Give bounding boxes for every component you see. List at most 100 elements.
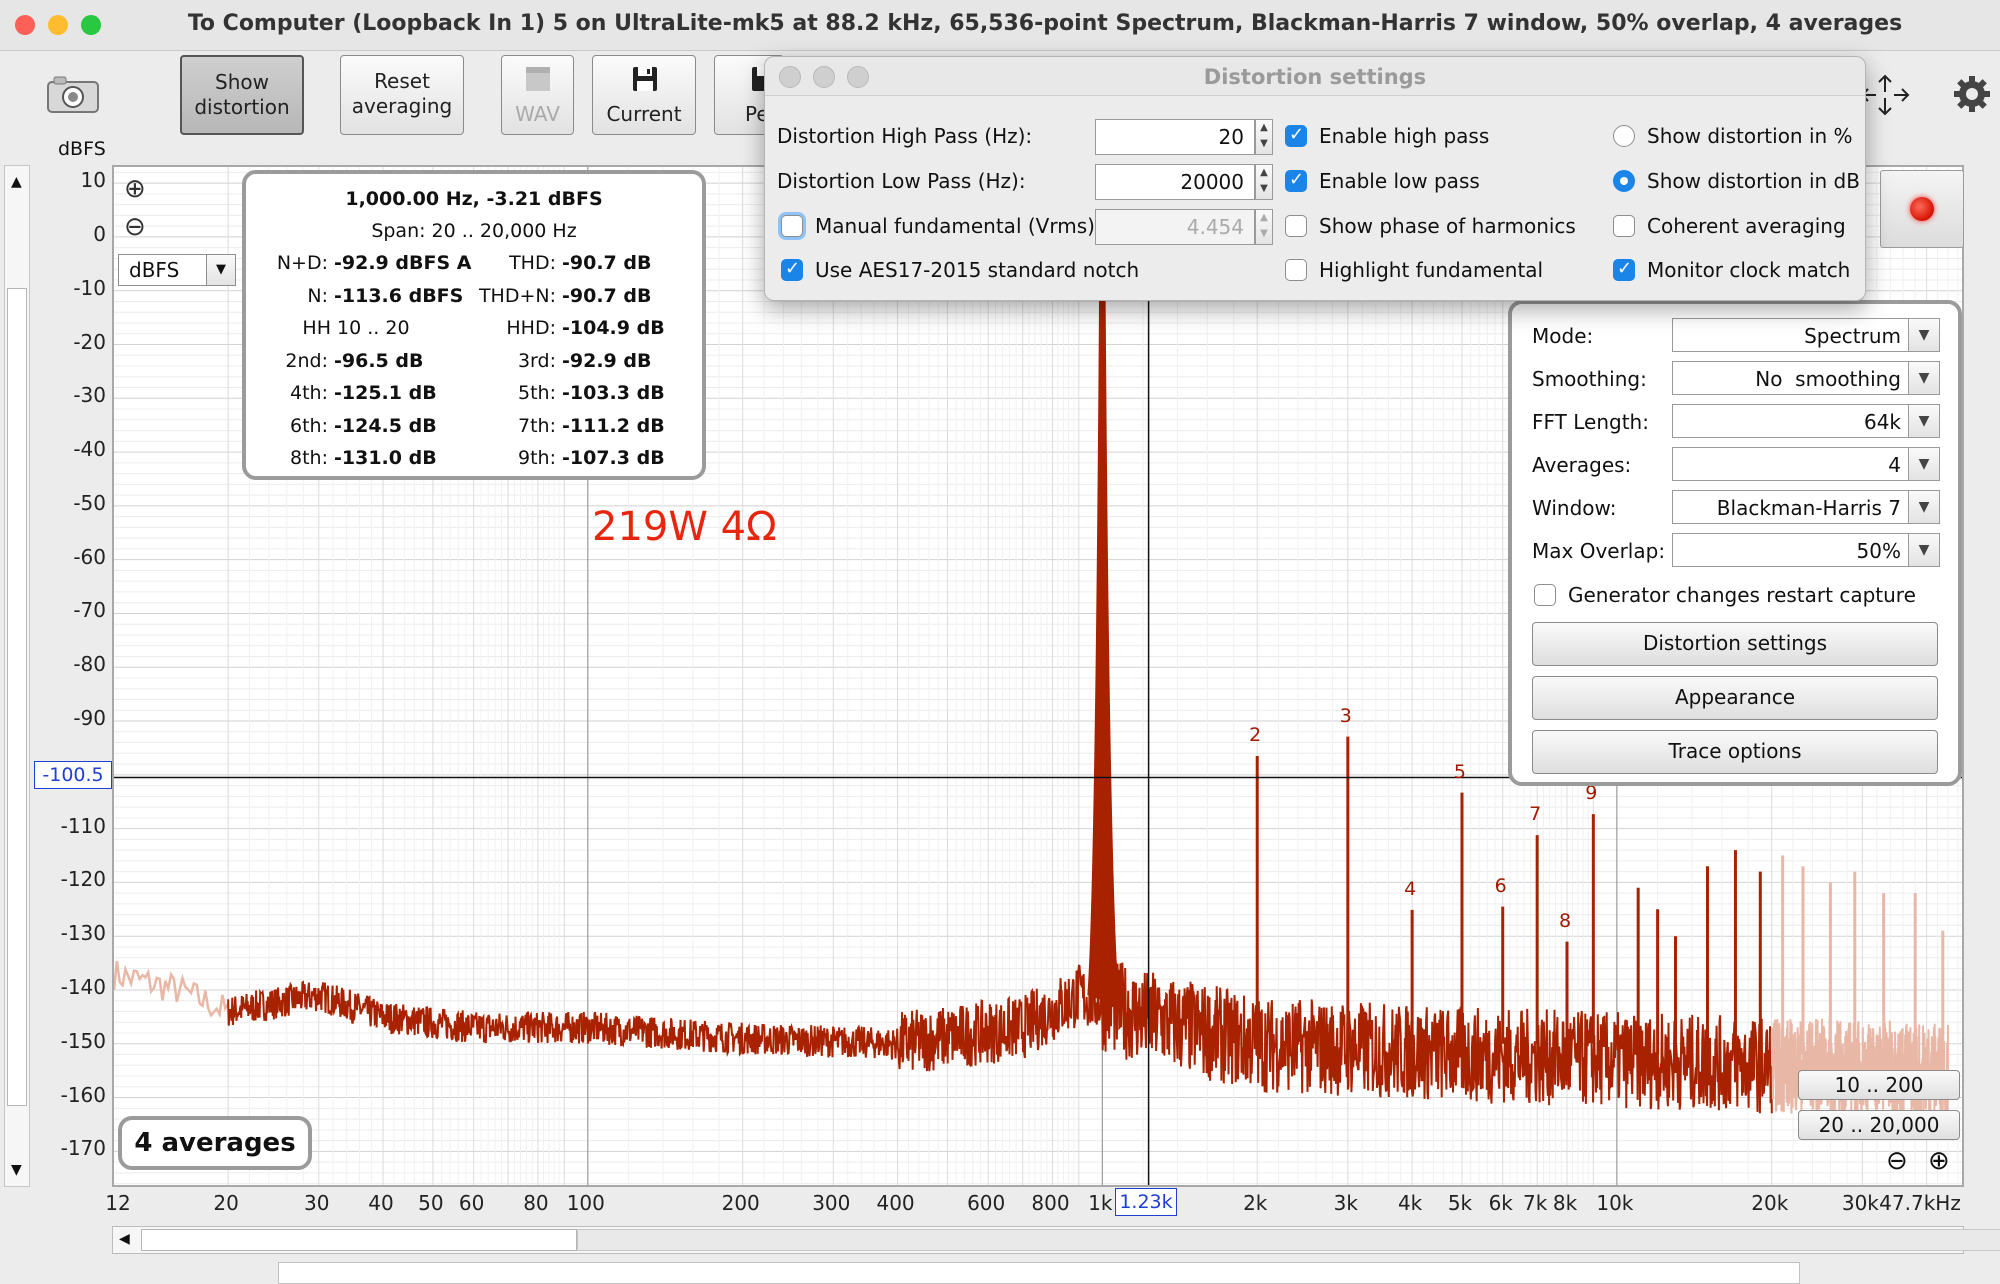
harmonic-label: 3: [1339, 704, 1352, 727]
record-button[interactable]: [1880, 170, 1964, 248]
averages-value: 4: [1888, 453, 1901, 477]
low-pass-stepper[interactable]: ▲ ▼: [1255, 164, 1273, 200]
x-tick-label: 50: [418, 1191, 444, 1215]
horizontal-scrollbar[interactable]: ◀ ▶: [112, 1226, 2000, 1254]
unit-selector[interactable]: dBFS ▼: [118, 254, 236, 286]
y-tick-label: -20: [73, 329, 106, 354]
x-tick-label: 47.7kHz: [1879, 1191, 1961, 1215]
scroll-up-icon[interactable]: ▲: [11, 174, 22, 190]
manual-fundamental-stepper[interactable]: ▲ ▼: [1255, 209, 1273, 245]
wav-button[interactable]: WAV: [501, 55, 574, 135]
y-tick-label: -120: [60, 867, 106, 892]
window-select[interactable]: Blackman-Harris 7 ▼: [1672, 490, 1940, 524]
enable-low-pass-label: Enable low pass: [1319, 169, 1480, 193]
averages-label: Averages:: [1532, 453, 1632, 477]
readout-label: N:: [307, 284, 328, 307]
x-tick-label: 2k: [1243, 1191, 1268, 1215]
enable-high-pass-checkbox[interactable]: [1285, 124, 1307, 147]
distortion-settings-button[interactable]: Distortion settings: [1532, 622, 1938, 666]
show-phase-checkbox[interactable]: [1285, 215, 1307, 237]
x-tick-label: 30: [304, 1191, 330, 1215]
chevron-down-icon: ▼: [1908, 491, 1939, 523]
fft-length-value: 64k: [1863, 410, 1901, 434]
x-tick-label: 10k: [1596, 1191, 1634, 1215]
averages-select[interactable]: 4 ▼: [1672, 447, 1940, 481]
dialog-zoom-button[interactable]: [847, 66, 869, 88]
move-arrows-icon[interactable]: [1858, 70, 1912, 120]
x-tick-label: 5k: [1447, 1191, 1473, 1215]
vertical-scrollbar[interactable]: ▲ ▼: [4, 165, 30, 1187]
trace-options-button[interactable]: Trace options: [1532, 730, 1938, 774]
appearance-button[interactable]: Appearance: [1532, 676, 1938, 720]
zoom-in-icon[interactable]: ⊕: [1928, 1146, 1950, 1176]
chevron-down-icon: ▼: [1908, 405, 1939, 437]
low-pass-label: Distortion Low Pass (Hz):: [777, 169, 1026, 193]
noise-floor-trace: [227, 961, 1773, 1114]
mode-select[interactable]: Spectrum ▼: [1672, 318, 1940, 352]
reset-averaging-button[interactable]: Reset averaging: [340, 55, 464, 135]
y-tick-label: -80: [73, 652, 106, 677]
dialog-close-button[interactable]: [779, 66, 801, 88]
y-tick-label: -60: [73, 544, 106, 569]
high-pass-stepper[interactable]: ▲ ▼: [1255, 119, 1273, 155]
clapper-icon: [526, 67, 550, 91]
low-pass-input[interactable]: 20000: [1095, 164, 1255, 200]
readout-value: -90.7 dB: [562, 284, 652, 307]
close-window-button[interactable]: [15, 15, 35, 35]
current-label: Current: [606, 102, 682, 126]
fundamental-readout: 1,000.00 Hz, -3.21 dBFS: [345, 188, 603, 210]
aes17-checkbox[interactable]: [781, 258, 803, 281]
manual-fundamental-input[interactable]: 4.454: [1095, 209, 1255, 245]
readout-value: -124.5 dB: [334, 414, 437, 437]
high-pass-input[interactable]: 20: [1095, 119, 1255, 155]
show-db-radio[interactable]: [1613, 170, 1635, 192]
manual-fundamental-checkbox[interactable]: [781, 215, 803, 237]
monitor-clock-checkbox[interactable]: [1613, 258, 1635, 281]
x-tick-label: 400: [876, 1191, 915, 1215]
x-tick-label: 20k: [1751, 1191, 1789, 1215]
fft-length-select[interactable]: 64k ▼: [1672, 404, 1940, 438]
y-tick-label: -90: [73, 706, 106, 731]
enable-high-pass-label: Enable high pass: [1319, 124, 1490, 148]
x-tick-label: 300: [812, 1191, 851, 1215]
scroll-left-icon[interactable]: ◀: [119, 1231, 130, 1247]
x-tick-label: 1k: [1088, 1191, 1113, 1215]
readout-value: -125.1 dB: [334, 382, 437, 404]
smoothing-select[interactable]: No smoothing ▼: [1672, 361, 1940, 395]
horizontal-scroll-thumb[interactable]: [141, 1229, 577, 1251]
readout-label: 8th:: [290, 447, 328, 469]
range-20-20000-button[interactable]: 20 .. 20,000: [1798, 1110, 1960, 1140]
monitor-clock-label: Monitor clock match: [1647, 258, 1851, 282]
show-distortion-button[interactable]: Show distortion: [180, 55, 304, 135]
y-tick-label: -40: [73, 437, 106, 462]
zoom-in-icon[interactable]: ⊕: [124, 174, 146, 204]
max-overlap-label: Max Overlap:: [1532, 539, 1666, 563]
max-overlap-select[interactable]: 50% ▼: [1672, 533, 1940, 567]
enable-low-pass-checkbox[interactable]: [1285, 169, 1307, 192]
current-button[interactable]: Current: [592, 55, 696, 135]
generator-restart-checkbox[interactable]: [1534, 584, 1556, 606]
vertical-scroll-thumb[interactable]: [7, 288, 27, 1106]
dialog-minimize-button[interactable]: [813, 66, 835, 88]
minimize-window-button[interactable]: [48, 15, 68, 35]
gear-icon[interactable]: [1952, 74, 1992, 114]
highlight-fundamental-checkbox[interactable]: [1285, 259, 1307, 281]
readout-value: -103.3 dB: [562, 382, 665, 404]
show-percent-radio[interactable]: [1613, 125, 1635, 147]
scroll-down-icon[interactable]: ▼: [11, 1162, 22, 1178]
readout-value: -96.5 dB: [334, 349, 424, 372]
zoom-window-button[interactable]: [81, 15, 101, 35]
y-tick-label: 10: [80, 168, 106, 193]
zoom-out-icon[interactable]: ⊖: [124, 212, 146, 242]
range-10-200-button[interactable]: 10 .. 200: [1798, 1070, 1960, 1100]
zoom-out-icon[interactable]: ⊖: [1886, 1146, 1908, 1176]
horizontal-scroll-track: [577, 1229, 2000, 1251]
manual-fundamental-label: Manual fundamental (Vrms): [815, 214, 1095, 238]
camera-icon[interactable]: [46, 74, 102, 116]
readout-value: -131.0 dB: [334, 447, 437, 469]
coherent-averaging-checkbox[interactable]: [1613, 215, 1635, 237]
window-label: Window:: [1532, 496, 1617, 520]
cursor-x-readout: 1.23k: [1115, 1188, 1177, 1216]
readout-label: HH 10 .. 20: [302, 317, 410, 339]
x-tick-label: 3k: [1333, 1191, 1358, 1215]
